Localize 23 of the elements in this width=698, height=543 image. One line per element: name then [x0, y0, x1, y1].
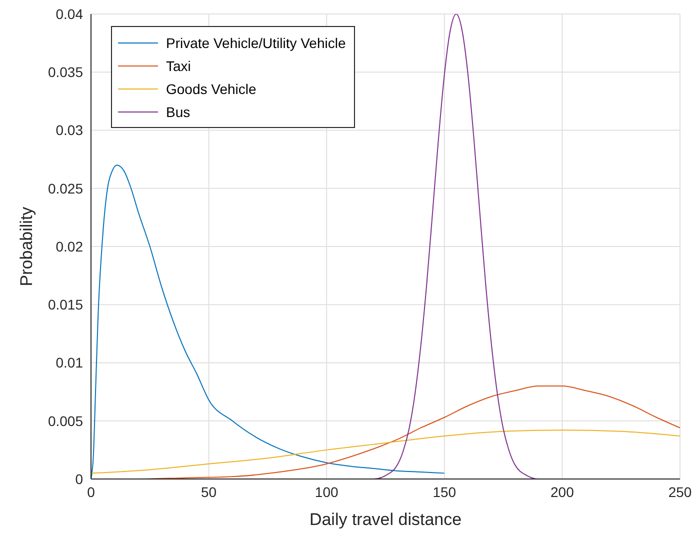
- legend-label: Bus: [166, 104, 190, 120]
- y-tick-label: 0.035: [48, 64, 84, 80]
- x-tick-label: 250: [668, 484, 692, 500]
- line-series: [91, 430, 680, 474]
- y-tick-label: 0: [75, 470, 84, 487]
- legend-label: Goods Vehicle: [166, 80, 256, 96]
- x-tick-label: 150: [432, 484, 456, 500]
- x-tick-label: 100: [314, 484, 338, 500]
- y-tick-label: 0.03: [56, 122, 84, 138]
- line-series: [91, 164, 445, 479]
- legend-label: Private Vehicle/Utility Vehicle: [166, 34, 346, 50]
- x-tick-label: 0: [87, 484, 96, 500]
- y-tick-label: 0.025: [48, 180, 84, 196]
- x-tick-label: 200: [550, 484, 574, 500]
- legend-label: Taxi: [166, 58, 191, 74]
- y-axis-title: Probability: [17, 206, 36, 286]
- y-tick-label: 0.02: [56, 238, 84, 254]
- x-axis-title: Daily travel distance: [309, 510, 462, 529]
- y-tick-label: 0.04: [56, 6, 84, 22]
- y-tick-label: 0.01: [56, 354, 84, 371]
- y-tick-label: 0.015: [48, 296, 84, 313]
- x-tick-label: 50: [201, 484, 217, 500]
- y-tick-label: 0.005: [48, 412, 84, 429]
